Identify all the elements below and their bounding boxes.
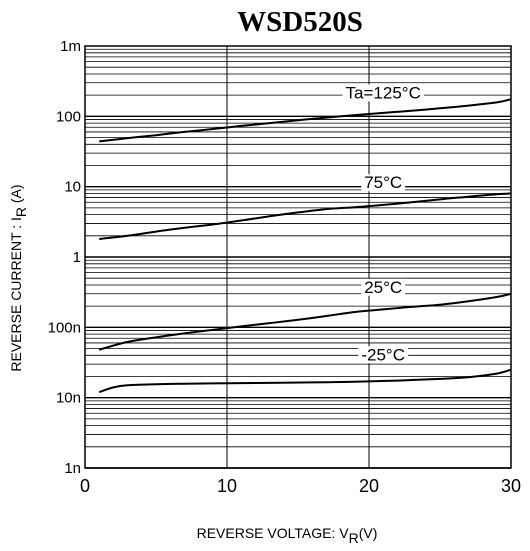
plot-frame xyxy=(84,45,512,469)
x-tick-label: 0 xyxy=(80,476,90,496)
y-tick-label: 1m xyxy=(60,38,81,55)
chart-title: WSD520S xyxy=(237,6,363,38)
tick-labels: 1m 100 10 1 100n 10n 1n0 10 20 30 xyxy=(48,38,521,496)
curve-label: 25°C xyxy=(364,278,402,297)
y-tick-label: 1 xyxy=(73,249,81,266)
x-tick-label: 10 xyxy=(217,476,237,496)
x-tick-label: 30 xyxy=(501,476,521,496)
series-line xyxy=(99,192,512,240)
series-line xyxy=(98,368,512,394)
x-axis-label: REVERSE VOLTAGE: VR(V) xyxy=(197,525,378,546)
curve-label-background xyxy=(361,174,406,192)
curve-label: Ta=125°C xyxy=(346,83,421,102)
y-tick-label: 100n xyxy=(48,319,81,336)
curves xyxy=(98,98,512,394)
y-tick-label: 10 xyxy=(64,179,81,196)
y-tick-label: 1n xyxy=(64,460,81,477)
x-tick-label: 20 xyxy=(359,476,379,496)
curve-label-background xyxy=(361,278,406,296)
y-axis-label: REVERSE CURRENT : IR (A) xyxy=(8,184,29,371)
curve-labels: Ta=125°C 75°C 25°C -25°C xyxy=(342,83,424,364)
curve-label-background xyxy=(358,346,409,364)
y-tick-label: 100 xyxy=(56,108,81,125)
y-tick-label: 10n xyxy=(56,390,81,407)
series-line xyxy=(99,98,512,143)
grid xyxy=(85,46,511,469)
curve-label: 75°C xyxy=(364,173,402,192)
series-line xyxy=(98,292,512,351)
curve-label: -25°C xyxy=(361,345,405,364)
curve-label-background xyxy=(342,84,424,102)
